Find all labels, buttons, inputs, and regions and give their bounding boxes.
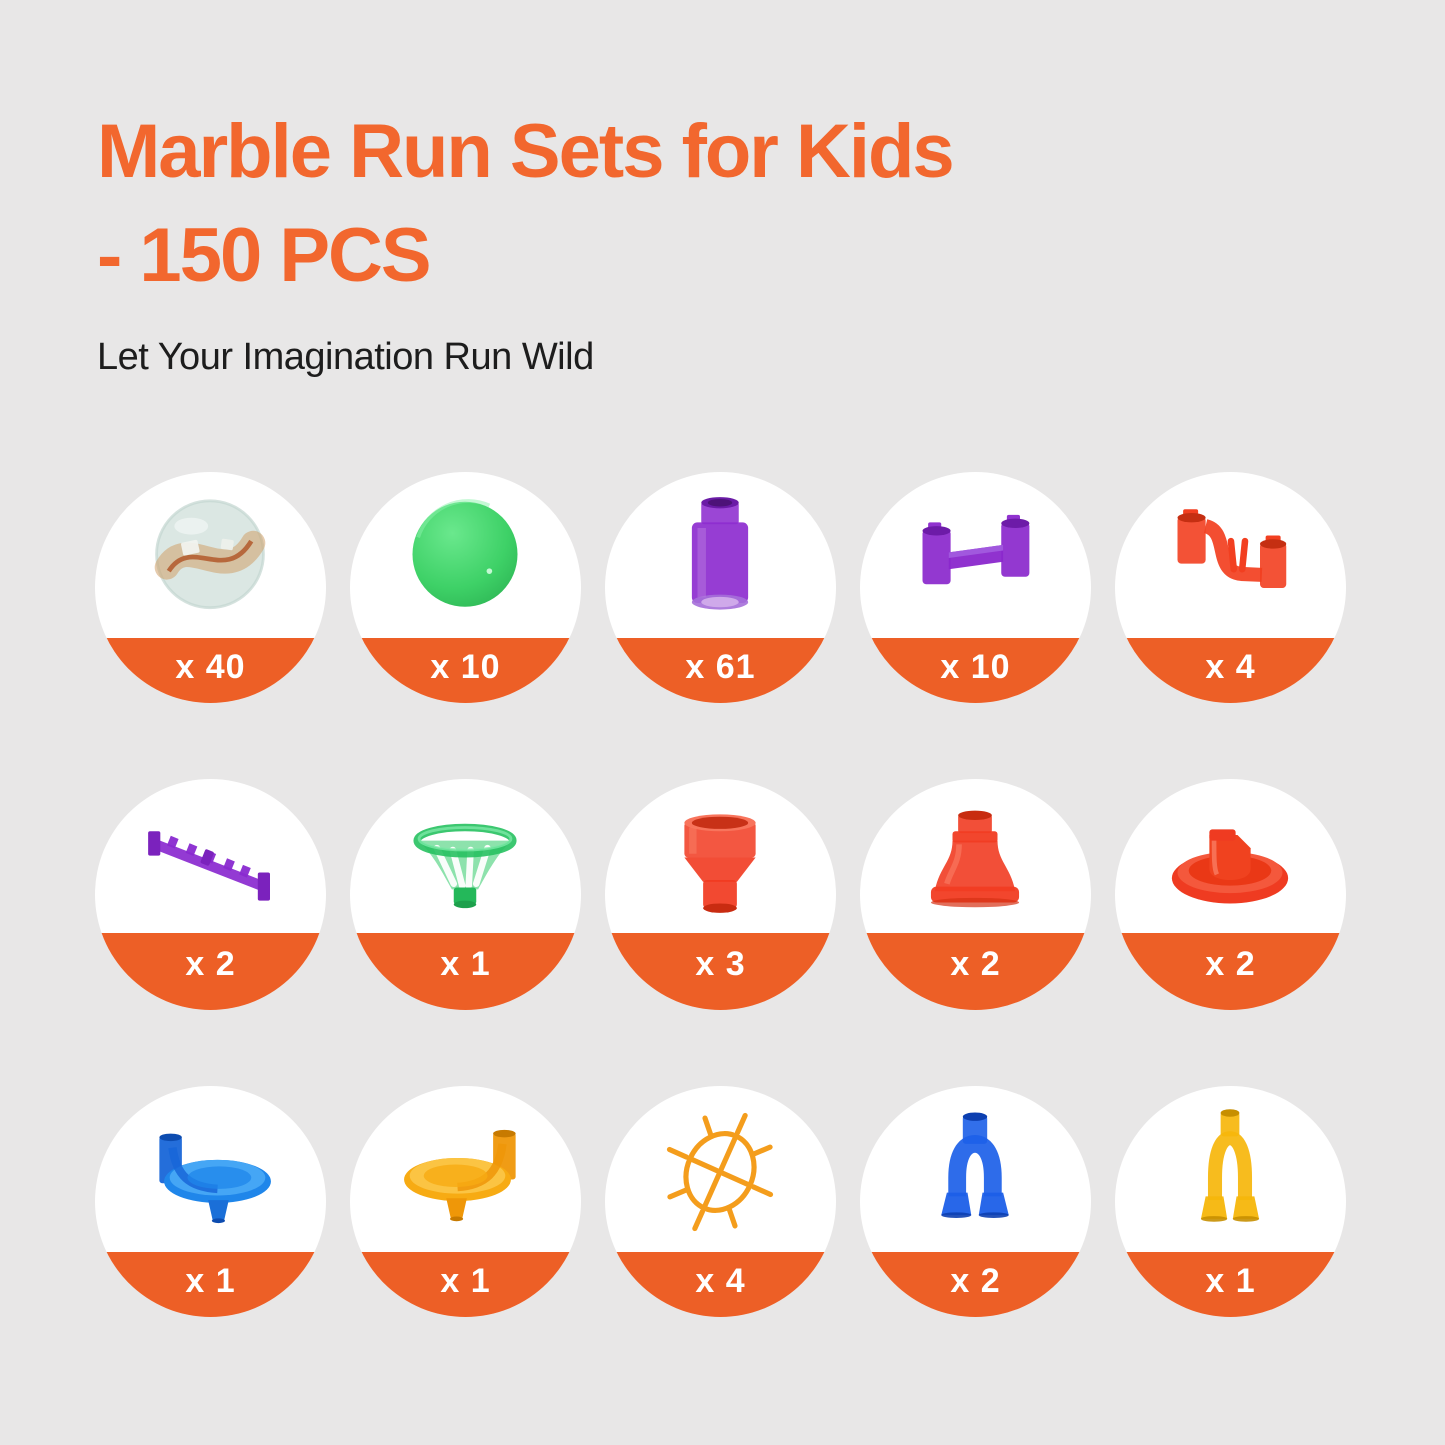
count-label: x 10 (940, 648, 1011, 686)
count-banner: x 1 (1115, 1252, 1346, 1317)
part-circle: x 1 (95, 1086, 326, 1317)
glass-marble-image (135, 483, 285, 633)
red-bell-base-image (900, 790, 1050, 940)
green-funnel-basket-image (390, 790, 540, 940)
part-circle: x 2 (860, 1086, 1091, 1317)
part-tile-red-round-base: x 2 (1115, 779, 1346, 1010)
count-banner: x 1 (350, 1252, 581, 1317)
part-circle: x 4 (1115, 472, 1346, 703)
count-label: x 3 (695, 945, 746, 983)
part-tile-blue-u-connector: x 2 (860, 1086, 1091, 1317)
part-tile-purple-zigzag-rail: x 2 (95, 779, 326, 1010)
count-banner: x 4 (1115, 638, 1346, 703)
page-subtitle: Let Your Imagination Run Wild (97, 336, 594, 378)
green-ball-image (390, 483, 540, 633)
part-circle: x 2 (1115, 779, 1346, 1010)
part-tile-orange-sun-wheel: x 4 (605, 1086, 836, 1317)
count-label: x 1 (440, 1262, 491, 1300)
count-label: x 2 (1205, 945, 1256, 983)
part-circle: x 3 (605, 779, 836, 1010)
count-banner: x 2 (860, 933, 1091, 1010)
part-circle: x 40 (95, 472, 326, 703)
count-banner: x 4 (605, 1252, 836, 1317)
red-funnel-image (645, 790, 795, 940)
count-label: x 4 (1205, 648, 1256, 686)
count-banner: x 3 (605, 933, 836, 1010)
part-tile-red-bell-base: x 2 (860, 779, 1091, 1010)
count-banner: x 1 (350, 933, 581, 1010)
count-label: x 1 (185, 1262, 236, 1300)
part-circle: x 1 (350, 779, 581, 1010)
count-banner: x 40 (95, 638, 326, 703)
part-tile-purple-cylinder: x 61 (605, 472, 836, 703)
count-banner: x 10 (860, 638, 1091, 703)
red-round-base-image (1155, 790, 1305, 940)
header: Marble Run Sets for Kids - 150 PCS Let Y… (97, 100, 955, 379)
yellow-u-connector-image (1155, 1097, 1305, 1247)
part-tile-green-funnel-basket: x 1 (350, 779, 581, 1010)
page-title-line1: Marble Run Sets for Kids (97, 109, 955, 194)
part-tile-red-s-curve-tube: x 4 (1115, 472, 1346, 703)
part-tile-blue-spiral-tray: x 1 (95, 1086, 326, 1317)
count-label: x 1 (440, 945, 491, 983)
purple-cylinder-image (645, 483, 795, 633)
part-tile-purple-h-bridge: x 10 (860, 472, 1091, 703)
part-tile-glass-marble: x 40 (95, 472, 326, 703)
count-label: x 61 (685, 648, 756, 686)
red-s-curve-tube-image (1155, 483, 1305, 633)
count-banner: x 2 (1115, 933, 1346, 1010)
parts-grid: x 40 (95, 472, 1346, 1317)
page-title-line2: - 150 PCS (97, 213, 432, 298)
count-label: x 40 (175, 648, 246, 686)
count-banner: x 2 (95, 933, 326, 1010)
part-circle: x 1 (1115, 1086, 1346, 1317)
part-tile-red-funnel: x 3 (605, 779, 836, 1010)
part-circle: x 1 (350, 1086, 581, 1317)
blue-spiral-tray-image (135, 1097, 285, 1247)
count-label: x 2 (950, 945, 1001, 983)
yellow-spiral-tray-image (390, 1097, 540, 1247)
count-banner: x 1 (95, 1252, 326, 1317)
part-circle: x 4 (605, 1086, 836, 1317)
part-circle: x 10 (350, 472, 581, 703)
count-label: x 2 (185, 945, 236, 983)
part-circle: x 2 (95, 779, 326, 1010)
part-tile-yellow-spiral-tray: x 1 (350, 1086, 581, 1317)
blue-u-connector-image (900, 1097, 1050, 1247)
part-circle: x 2 (860, 779, 1091, 1010)
orange-sun-wheel-image (645, 1097, 795, 1247)
count-banner: x 10 (350, 638, 581, 703)
part-tile-yellow-u-connector: x 1 (1115, 1086, 1346, 1317)
count-banner: x 2 (860, 1252, 1091, 1317)
part-tile-green-ball: x 10 (350, 472, 581, 703)
purple-h-bridge-image (900, 483, 1050, 633)
purple-zigzag-rail-image (135, 790, 285, 940)
count-banner: x 61 (605, 638, 836, 703)
count-label: x 4 (695, 1262, 746, 1300)
count-label: x 1 (1205, 1262, 1256, 1300)
count-label: x 10 (430, 648, 501, 686)
count-label: x 2 (950, 1262, 1001, 1300)
part-circle: x 10 (860, 472, 1091, 703)
part-circle: x 61 (605, 472, 836, 703)
